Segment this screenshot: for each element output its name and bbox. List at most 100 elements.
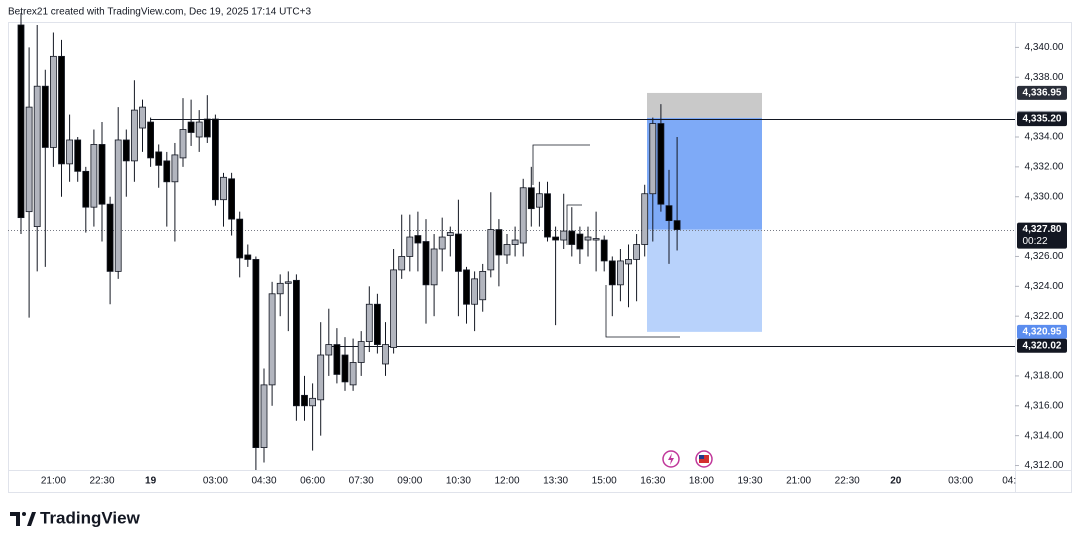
y-tick-label: 4,318.00 (1025, 371, 1064, 382)
candle-body (163, 160, 171, 183)
candle-body (365, 303, 373, 342)
price-tag-label: 4,327.80 (1023, 224, 1062, 235)
event-icons (662, 450, 713, 468)
candle-body (430, 248, 438, 286)
candle-body (503, 244, 511, 256)
x-tick-label: 22:30 (835, 476, 860, 487)
candle-body (82, 170, 90, 208)
candle-body (228, 178, 236, 220)
candle-body (252, 259, 260, 449)
candle-body (633, 244, 640, 260)
price-tag (1017, 338, 1067, 353)
x-tick-label: 19:30 (737, 476, 762, 487)
candle-body (479, 270, 487, 301)
candle-body (98, 144, 106, 205)
candle-body (66, 139, 73, 165)
candle-body (398, 256, 406, 271)
price-tag (1017, 85, 1067, 100)
x-tick-label: 20 (890, 476, 902, 487)
x-tick-label: 21:00 (786, 476, 811, 487)
x-tick-label: 09:00 (397, 476, 422, 487)
x-tick-label: 07:30 (349, 476, 374, 487)
candle-body (390, 269, 398, 348)
flag-icon-canton (699, 455, 704, 459)
candle-body (511, 239, 519, 245)
candle-body (495, 229, 503, 256)
candle-body (284, 281, 292, 284)
candle-body (309, 397, 317, 407)
candle-body (260, 384, 268, 449)
candle-body (276, 282, 284, 295)
candle-body (568, 230, 576, 245)
logo: TradingView (10, 508, 141, 527)
y-tick-label: 4,324.00 (1025, 281, 1064, 292)
candle-body (406, 236, 414, 257)
x-tick-label: 16:30 (640, 476, 665, 487)
candle-body (33, 85, 41, 227)
candle-body (341, 354, 349, 383)
drawings (8, 92, 1015, 347)
y-tick-label: 4,330.00 (1025, 191, 1064, 202)
x-tick-label: 15:00 (592, 476, 617, 487)
candle-body (58, 55, 65, 165)
candle-body (301, 394, 308, 407)
candle-body (106, 203, 114, 272)
y-tick-label: 4,312.00 (1025, 460, 1064, 471)
candle-body (147, 121, 155, 159)
position-zone (647, 229, 762, 332)
candle-body (203, 118, 211, 138)
x-tick-label: 10:30 (446, 476, 471, 487)
candle-body (382, 344, 389, 365)
candle-body (454, 233, 462, 272)
candle-body (544, 193, 551, 238)
candle-body (155, 151, 163, 166)
candle-body (576, 233, 584, 250)
candle-body (446, 232, 454, 236)
price-tag-label: 4,335.20 (1023, 114, 1062, 125)
x-tick-label: 04:30 (251, 476, 276, 487)
y-tick-label: 4,322.00 (1025, 311, 1064, 322)
candle-body (592, 238, 600, 241)
y-tick-label: 4,332.00 (1025, 161, 1064, 172)
candle-body (552, 236, 559, 241)
y-tick-label: 4,334.00 (1025, 132, 1064, 143)
candle-body (600, 239, 608, 262)
candle-body (560, 230, 568, 241)
candle-body (665, 205, 673, 222)
candle-body (130, 109, 138, 162)
x-tick-label: 04: (1002, 476, 1016, 487)
price-tag-label: 4,320.02 (1023, 340, 1062, 351)
candle-body (220, 176, 227, 201)
candle-body (673, 220, 681, 230)
candle-body (527, 187, 535, 210)
x-tick-label: 22:30 (89, 476, 114, 487)
event-icon-bolt (668, 453, 674, 465)
candle-body (139, 106, 146, 129)
candle-body (317, 354, 325, 401)
candle-body (463, 269, 470, 305)
frame (8, 22, 1072, 493)
candle-body (187, 121, 195, 133)
candle-body (617, 260, 624, 286)
candle-body (179, 129, 187, 159)
candle-body (487, 229, 495, 271)
logo-mark (10, 512, 20, 526)
candle-body (536, 193, 543, 208)
x-tick-label: 06:00 (300, 476, 325, 487)
position-zone (647, 92, 762, 118)
candle-body (171, 154, 179, 183)
header: Betrex21 created with TradingView.com, D… (8, 7, 311, 18)
logo-mark (27, 512, 36, 526)
candle-body (292, 279, 300, 407)
candle-body (657, 123, 665, 205)
candle-body (373, 303, 381, 345)
price-tag (1017, 112, 1067, 127)
x-tick-label: 21:00 (41, 476, 66, 487)
candle-body (641, 193, 649, 245)
candle-body (122, 139, 130, 162)
candle-body (195, 121, 203, 138)
candle-body (114, 139, 122, 272)
x-tick-label: 13:30 (543, 476, 568, 487)
candle-body (649, 123, 657, 195)
